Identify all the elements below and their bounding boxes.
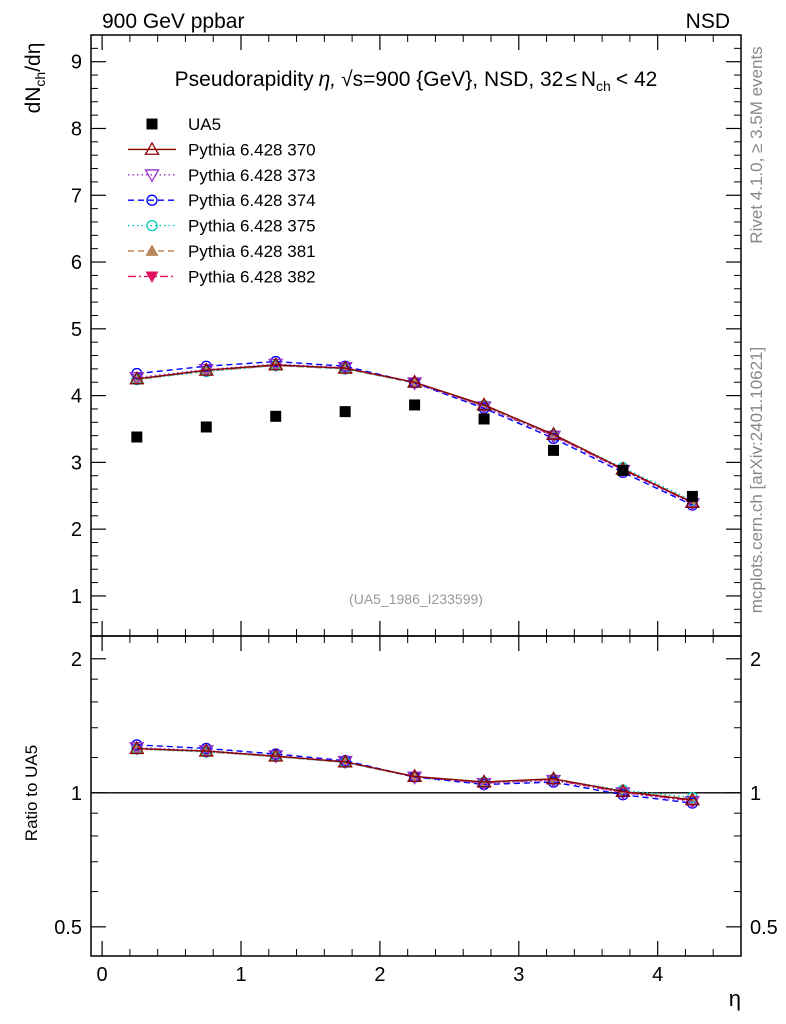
header-right: NSD — [686, 10, 730, 33]
ratio-ylabel: Ratio to UA5 — [22, 745, 41, 841]
legend-label: UA5 — [188, 115, 221, 134]
main-ytick-label: 8 — [71, 118, 82, 140]
legend-marker — [146, 219, 158, 232]
data-point — [337, 360, 353, 374]
ratio-plot-frame: 0 1 2 3 4 0.5 0.5 1 1 2 2 — [54, 635, 778, 986]
legend-label: Pythia 6.428 370 — [188, 140, 316, 159]
ua5-data-point — [270, 410, 282, 422]
ratio-point — [476, 774, 492, 788]
main-ytick-label: 4 — [71, 386, 82, 408]
main-plot-frame: 1 2 3 4 5 6 7 8 9 — [71, 34, 742, 637]
data-point — [198, 362, 214, 376]
legend-item: Pythia 6.428 370 — [128, 140, 316, 159]
legend: UA5 Pythia 6.428 370 Pythia 6.428 373 Pythi… — [128, 115, 316, 286]
legend-label: Pythia 6.428 375 — [188, 217, 316, 236]
legend-label: Pythia 6.428 374 — [188, 191, 316, 210]
legend-marker — [145, 244, 159, 256]
legend-label: Pythia 6.428 381 — [188, 242, 316, 261]
data-point — [268, 357, 284, 371]
data-point — [129, 371, 145, 385]
main-series-layer — [129, 355, 701, 512]
header-left: 900 GeV ppbar — [102, 10, 244, 33]
legend-marker — [145, 271, 159, 283]
ua5-data-point — [686, 490, 698, 502]
data-point — [545, 430, 562, 445]
ratio-ytick-label: 1 — [71, 783, 82, 805]
ratio-point — [684, 795, 701, 810]
reference-label: (UA5_1986_I233599) — [349, 591, 483, 607]
ratio-point — [406, 768, 423, 783]
ratio-point — [406, 771, 423, 785]
ratio-ytick-label: 0.5 — [54, 917, 82, 939]
main-ytick-label: 9 — [71, 52, 82, 74]
xtick-label: 4 — [652, 964, 663, 986]
xtick-label: 2 — [374, 964, 385, 986]
data-point — [545, 426, 562, 440]
main-ytick-label: 3 — [71, 452, 82, 474]
ratio-line-pythia-6.428-370 — [136, 747, 693, 801]
legend-item: Pythia 6.428 373 — [128, 166, 316, 185]
ua5-data-point — [478, 413, 490, 425]
ratio-ytick-label-right: 0.5 — [750, 917, 778, 939]
ratio-point — [337, 754, 353, 768]
ratio-point — [545, 774, 562, 789]
ratio-ytick-label: 2 — [71, 649, 82, 671]
series-line-pythia-6.428-370 — [136, 364, 693, 504]
ua5-data-point — [200, 421, 212, 433]
data-point — [406, 374, 423, 388]
legend-item: Pythia 6.428 381 — [128, 242, 316, 261]
main-ylabel: dNch/dη — [22, 43, 48, 114]
ratio-point — [615, 783, 631, 797]
ratio-ytick-label-right: 2 — [750, 649, 761, 671]
legend-marker — [144, 169, 160, 183]
legend-item: UA5 — [146, 115, 221, 134]
data-point — [476, 397, 492, 411]
legend-label: Pythia 6.428 382 — [188, 267, 316, 286]
main-ytick-label: 1 — [71, 586, 82, 608]
xtick-label: 1 — [235, 964, 246, 986]
ua5-data-point — [339, 406, 351, 418]
main-ytick-label: 2 — [71, 519, 82, 541]
legend-label: Pythia 6.428 373 — [188, 166, 316, 185]
ratio-series-layer — [129, 739, 701, 810]
side-label-mcplots: mcplots.cern.ch [arXiv:2401.10621] — [747, 347, 766, 613]
ratio-point — [476, 778, 492, 792]
x-axis-label: η — [729, 986, 741, 1011]
ua5-data-point — [409, 399, 421, 411]
ratio-point — [129, 740, 145, 755]
ratio-point — [198, 743, 214, 757]
legend-item: Pythia 6.428 374 — [128, 191, 316, 210]
main-ytick-label: 6 — [71, 252, 82, 274]
ua5-data-point — [131, 431, 143, 443]
chart-title: Pseudorapidity η, √s=900 {GeV}, NSD, 32≤ Nc… — [175, 68, 658, 94]
ratio-ytick-label-right: 1 — [750, 783, 761, 805]
xtick-label: 0 — [97, 964, 108, 986]
legend-item: Pythia 6.428 375 — [128, 217, 316, 236]
ratio-point — [268, 748, 284, 762]
ratio-point — [684, 792, 701, 806]
xtick-label: 3 — [513, 964, 524, 986]
ua5-data-point — [548, 444, 559, 456]
ratio-plot-border — [90, 635, 742, 957]
side-label-rivet: Rivet 4.1.0, ≥ 3.5M events — [747, 46, 766, 243]
ua5-data-point — [617, 464, 629, 476]
legend-marker — [146, 194, 158, 206]
ratio-point — [615, 787, 631, 801]
main-ytick-label: 7 — [71, 185, 82, 207]
legend-marker — [144, 141, 160, 155]
ratio-point — [545, 771, 562, 785]
legend-item: Pythia 6.428 382 — [128, 267, 316, 286]
data-point — [476, 401, 492, 415]
legend-marker — [146, 118, 158, 130]
main-ytick-label: 5 — [71, 319, 82, 341]
